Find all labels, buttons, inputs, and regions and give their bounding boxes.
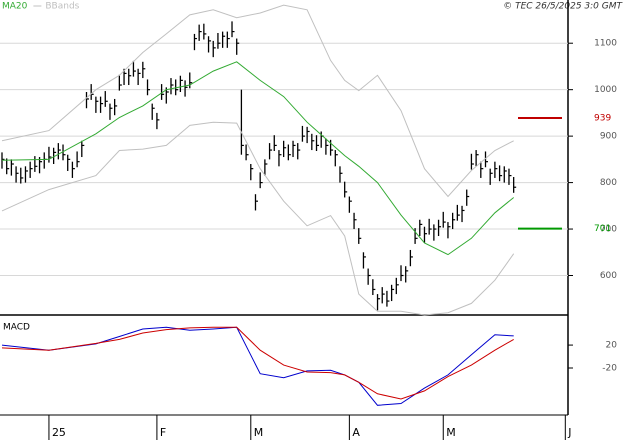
y-tick-label: 700 bbox=[600, 225, 617, 235]
band-lower bbox=[1, 121, 515, 316]
x-tick-label: J bbox=[567, 426, 571, 439]
panel-title: MACD bbox=[3, 323, 30, 333]
y-tick-label: -20 bbox=[602, 364, 617, 374]
x-tick-label: 25 bbox=[52, 426, 66, 439]
y-tick-label: 900 bbox=[600, 132, 617, 142]
x-tick-label: A bbox=[352, 426, 360, 439]
source: © TEC 26/5/2025 3:0 GMT bbox=[503, 2, 623, 12]
band-upper bbox=[1, 4, 514, 198]
macd-line bbox=[1, 326, 514, 406]
y-tick-label: 1100 bbox=[594, 39, 617, 49]
legend-entry: BBands bbox=[45, 2, 79, 12]
x-tick-label: F bbox=[160, 426, 166, 439]
y-tick-label: 20 bbox=[606, 341, 618, 351]
y-tick-label: 1000 bbox=[594, 85, 617, 95]
level-label: 939 bbox=[594, 114, 611, 124]
y-tick-label: 600 bbox=[600, 271, 617, 281]
x-tick-label: M bbox=[446, 426, 456, 439]
macd-line bbox=[1, 326, 514, 400]
y-tick-label: 800 bbox=[600, 178, 617, 188]
level-label: 701 bbox=[594, 224, 611, 234]
x-tick-label: M bbox=[254, 426, 264, 439]
legend-entry: MA20 bbox=[2, 2, 28, 12]
ma-line bbox=[1, 61, 515, 256]
